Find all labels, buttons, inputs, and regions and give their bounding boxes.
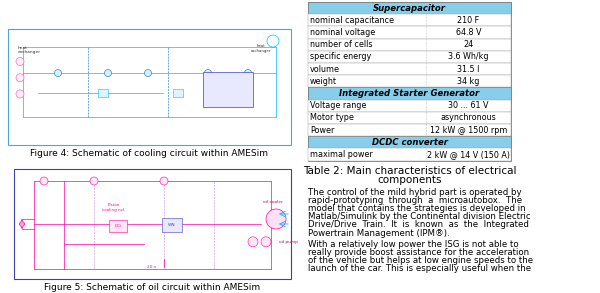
Bar: [223, 89, 233, 97]
Circle shape: [160, 177, 168, 185]
Bar: [308, 51, 511, 63]
Bar: [173, 89, 183, 97]
Bar: [308, 2, 511, 161]
Text: oil cooler: oil cooler: [263, 200, 283, 204]
Text: components: components: [377, 175, 442, 185]
Text: heat
exchanger: heat exchanger: [18, 46, 41, 54]
Bar: [308, 136, 511, 148]
Bar: [308, 14, 511, 26]
Text: nominal capacitance: nominal capacitance: [310, 16, 394, 25]
Text: 30 ... 61 V: 30 ... 61 V: [448, 101, 489, 110]
Text: oil pump: oil pump: [279, 240, 298, 244]
Text: launch of the car. This is especially useful when the: launch of the car. This is especially us…: [308, 264, 531, 273]
Text: heat
exchanger: heat exchanger: [251, 44, 271, 53]
Circle shape: [205, 69, 212, 76]
Text: specific energy: specific energy: [310, 52, 371, 62]
Bar: [308, 39, 511, 51]
Text: 2 kW @ 14 V (150 A): 2 kW @ 14 V (150 A): [427, 150, 510, 159]
Text: Powertrain Management (IPM®).: Powertrain Management (IPM®).: [308, 229, 449, 238]
Bar: [308, 112, 511, 124]
Bar: [8, 29, 291, 145]
Text: model that contains the strategies is developed in: model that contains the strategies is de…: [308, 204, 526, 213]
Text: Drive/Drive  Train.  It  is  known  as  the  Integrated: Drive/Drive Train. It is known as the In…: [308, 220, 529, 229]
Circle shape: [16, 74, 24, 82]
Text: DCDC converter: DCDC converter: [371, 138, 448, 147]
Bar: [162, 218, 182, 232]
Text: Figure 5: Schematic of oil circuit within AMESim: Figure 5: Schematic of oil circuit withi…: [44, 283, 260, 292]
Text: Power: Power: [310, 126, 334, 134]
Circle shape: [266, 209, 286, 229]
Circle shape: [55, 69, 62, 76]
Text: Figure 4: Schematic of cooling circuit within AMESim: Figure 4: Schematic of cooling circuit w…: [31, 149, 269, 158]
Bar: [308, 26, 511, 39]
Circle shape: [104, 69, 112, 76]
Text: Piston
cooling nzl.: Piston cooling nzl.: [103, 203, 125, 212]
Text: 64.8 V: 64.8 V: [456, 28, 481, 37]
Text: WN: WN: [168, 223, 176, 227]
Bar: [98, 89, 108, 97]
Bar: [308, 87, 511, 100]
Circle shape: [90, 177, 98, 185]
Bar: [109, 220, 127, 232]
Text: 12 kW @ 1500 rpm: 12 kW @ 1500 rpm: [430, 126, 507, 134]
Bar: [14, 169, 291, 279]
Text: nominal voltage: nominal voltage: [310, 28, 375, 37]
Text: of the vehicle but helps at low engine speeds to the: of the vehicle but helps at low engine s…: [308, 256, 533, 265]
Bar: [203, 72, 253, 107]
Bar: [308, 2, 511, 14]
Text: maximal power: maximal power: [310, 150, 373, 159]
Text: weight: weight: [310, 77, 337, 86]
Text: 20 n: 20 n: [148, 265, 157, 269]
Text: Voltage range: Voltage range: [310, 101, 367, 110]
Text: Supercapacitor: Supercapacitor: [373, 4, 446, 13]
Text: volume: volume: [310, 64, 340, 74]
Bar: [308, 63, 511, 75]
Text: Table 2: Main characteristics of electrical: Table 2: Main characteristics of electri…: [303, 166, 516, 176]
Circle shape: [245, 69, 251, 76]
Text: number of cells: number of cells: [310, 40, 373, 49]
Bar: [308, 124, 511, 136]
Bar: [308, 148, 511, 161]
Text: The control of the mild hybrid part is operated by: The control of the mild hybrid part is o…: [308, 188, 521, 197]
Circle shape: [40, 177, 48, 185]
Text: Integrated Starter Generator: Integrated Starter Generator: [340, 89, 479, 98]
Text: Matlab/Simulink by the Continental division Electric: Matlab/Simulink by the Continental divis…: [308, 212, 530, 221]
Bar: [308, 75, 511, 87]
Bar: [308, 100, 511, 112]
Circle shape: [248, 237, 258, 247]
Text: 210 F: 210 F: [457, 16, 479, 25]
Circle shape: [16, 90, 24, 98]
Circle shape: [261, 237, 271, 247]
Text: really provide boost assistance for the acceleration: really provide boost assistance for the …: [308, 248, 529, 257]
Text: 34 kg: 34 kg: [457, 77, 479, 86]
Text: 24: 24: [463, 40, 473, 49]
Circle shape: [267, 35, 279, 47]
Text: 3.6 Wh/kg: 3.6 Wh/kg: [448, 52, 489, 62]
Text: asynchronous: asynchronous: [440, 113, 496, 122]
Circle shape: [16, 57, 24, 65]
Text: rapid-prototyping  through  a  microautobox.  The: rapid-prototyping through a microautobox…: [308, 196, 522, 205]
Text: 31.5 l: 31.5 l: [457, 64, 479, 74]
Circle shape: [145, 69, 151, 76]
Text: With a relatively low power the ISG is not able to: With a relatively low power the ISG is n…: [308, 240, 518, 249]
Text: DCi: DCi: [115, 224, 122, 228]
Text: Motor type: Motor type: [310, 113, 354, 122]
